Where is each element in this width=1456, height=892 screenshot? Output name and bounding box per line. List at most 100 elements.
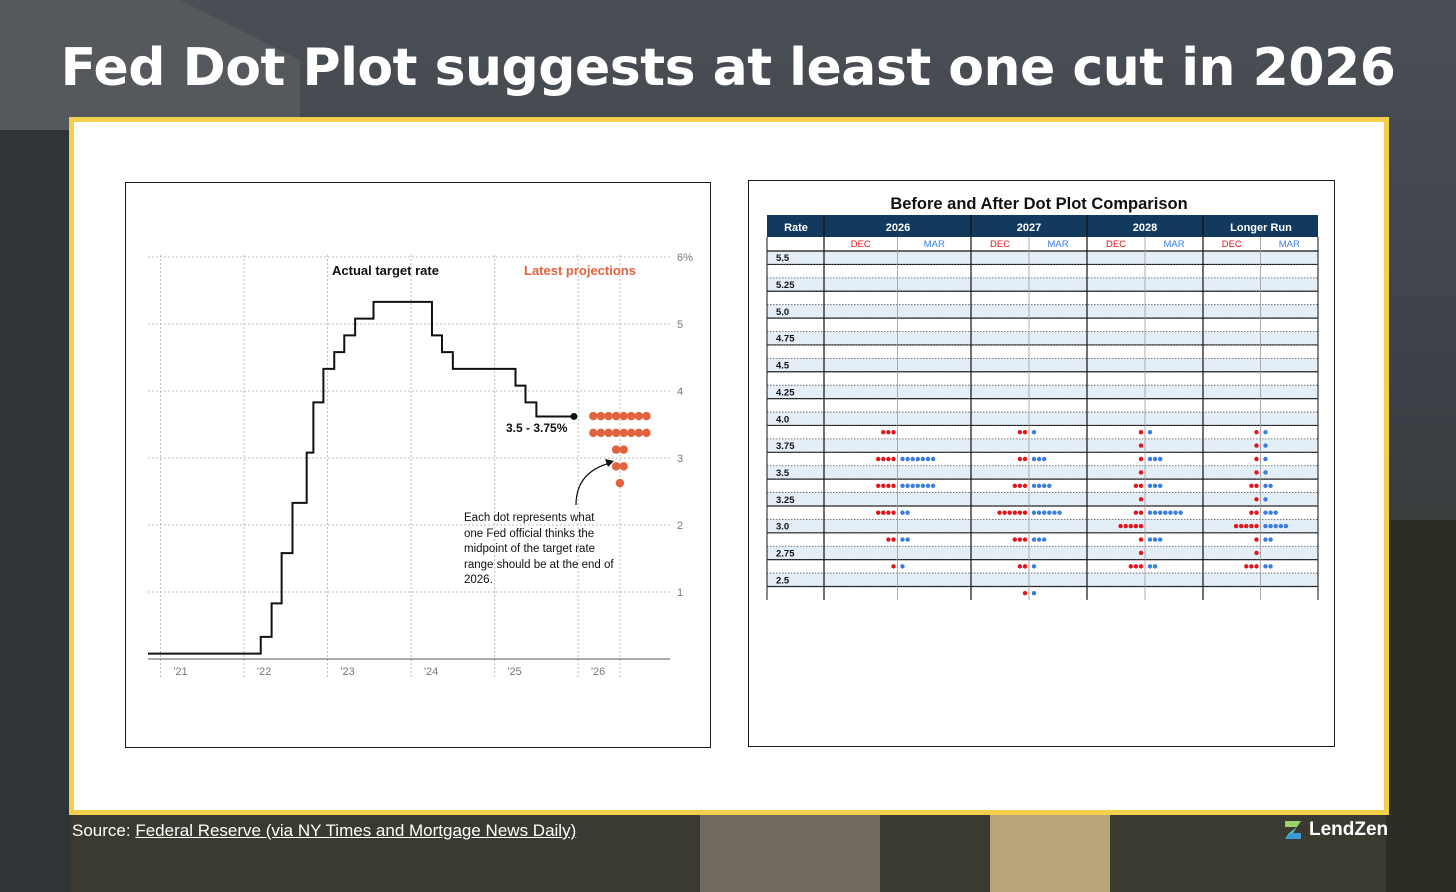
dot-plot-comparison-panel: Before and After Dot Plot Comparison Rat… xyxy=(748,180,1335,747)
dec-dot xyxy=(886,537,891,542)
mar-dot xyxy=(905,483,910,489)
x-tick-label: '24 xyxy=(424,666,438,678)
dec-dot xyxy=(1007,510,1012,515)
dec-dot xyxy=(1022,429,1028,435)
table-rows: 5.5 5.25 5.0 4.75 4.5 4.25 4.0 3.75 3.5 3.25 3.0 2.… xyxy=(767,250,1318,588)
mar-dot xyxy=(1158,456,1163,462)
dec-dot xyxy=(1002,510,1007,515)
dec-dot xyxy=(876,456,881,462)
source-link[interactable]: Federal Reserve (via NY Times and Mortga… xyxy=(135,821,577,840)
projection-dot xyxy=(642,428,651,438)
mar-dot xyxy=(900,456,905,462)
mar-dot xyxy=(1057,510,1062,515)
rate-row-band xyxy=(767,277,1318,292)
dec-dot xyxy=(876,483,881,489)
sub-label-dec: DEC xyxy=(1222,239,1242,250)
rate-row-band xyxy=(767,412,1318,426)
dec-dot xyxy=(1133,510,1139,515)
dec-dot xyxy=(1123,523,1128,529)
projection-dot xyxy=(604,428,613,438)
dec-dot xyxy=(1017,510,1023,515)
dec-dot xyxy=(997,510,1002,515)
dec-dot xyxy=(881,510,886,515)
dec-dot xyxy=(1249,483,1254,489)
mar-dot xyxy=(1147,510,1153,515)
projection-dot xyxy=(611,411,621,421)
rate-label: 3.0 xyxy=(776,522,789,533)
mar-dot xyxy=(1168,510,1173,515)
mar-dot xyxy=(920,483,926,489)
table-header: Rate 2026 2027 2028 Longer Run xyxy=(767,215,1318,237)
mar-dot xyxy=(1031,564,1037,569)
x-tick-label: '21 xyxy=(173,666,187,678)
rate-row-band xyxy=(767,492,1318,506)
rate-label: 4.75 xyxy=(776,334,795,345)
mar-dot xyxy=(1263,483,1268,489)
dec-dot xyxy=(876,510,881,515)
projection-dot xyxy=(619,445,628,454)
mar-dot xyxy=(1273,523,1278,529)
mar-dot xyxy=(1031,591,1037,596)
sub-label-mar: MAR xyxy=(1279,239,1300,250)
house-front xyxy=(990,812,1110,892)
rate-row-band xyxy=(767,465,1318,480)
dec-dot xyxy=(1022,564,1028,569)
mar-dot xyxy=(1152,510,1158,515)
dec-dot xyxy=(1138,510,1144,515)
projection-dot xyxy=(627,411,636,421)
page-title: Fed Dot Plot suggests at least one cut i… xyxy=(60,38,1396,98)
mar-dot xyxy=(1273,510,1278,515)
mar-dot xyxy=(1268,483,1273,489)
dec-dot xyxy=(1138,497,1144,502)
dec-dot xyxy=(1128,523,1133,529)
dec-dot xyxy=(881,429,886,435)
projection-dot xyxy=(619,411,628,421)
mar-dot xyxy=(1031,510,1037,515)
dec-dot xyxy=(1138,523,1144,529)
projection-dot xyxy=(611,445,621,454)
dec-dot xyxy=(1017,537,1023,542)
dec-dot xyxy=(1254,564,1259,569)
dec-dot xyxy=(1239,523,1244,529)
table-title: Before and After Dot Plot Comparison xyxy=(890,195,1187,213)
rate-label: 3.5 xyxy=(776,468,790,479)
x-tick-label: '26 xyxy=(591,666,605,678)
mar-dot xyxy=(1158,510,1163,515)
mar-dot xyxy=(1036,483,1042,489)
mar-dot xyxy=(930,483,936,489)
header-2028: 2028 xyxy=(1133,222,1157,234)
projection-dot xyxy=(589,428,598,438)
dec-dot xyxy=(881,483,886,489)
y-tick-label: 1 xyxy=(677,587,683,599)
house-siding xyxy=(0,130,70,892)
comparison-table: Before and After Dot Plot Comparison Rat… xyxy=(766,195,1319,600)
dec-dot xyxy=(891,564,896,569)
dec-dot xyxy=(891,537,896,542)
projection-dot xyxy=(596,411,606,421)
rate-row-band xyxy=(767,304,1318,319)
dec-mar-subheader: DEC MAR DEC MAR DEC MAR DEC MAR xyxy=(851,239,1300,250)
dec-dot xyxy=(1022,483,1028,489)
mar-dot xyxy=(1278,523,1283,529)
dec-dot xyxy=(886,483,891,489)
header-bar xyxy=(767,215,1318,237)
rate-label: 4.25 xyxy=(776,387,795,398)
brand-logo: LendZen xyxy=(1283,819,1388,841)
rate-chart-panel: '21 '22 '23 '24 '25 '26 6% 5 4 3 2 1 Actual target… xyxy=(125,182,711,748)
projection-dot xyxy=(619,462,628,471)
lendzen-logo-icon xyxy=(1285,821,1301,839)
dec-dot xyxy=(1233,523,1239,529)
projection-dot xyxy=(634,428,644,438)
mar-dot xyxy=(1263,564,1268,569)
dec-dot xyxy=(1138,483,1144,489)
sub-label-mar: MAR xyxy=(1047,239,1068,250)
dec-dot xyxy=(1138,429,1144,435)
table-dots xyxy=(876,429,1289,596)
projection-dot xyxy=(619,428,628,438)
mar-dot xyxy=(900,564,905,569)
projection-dot xyxy=(589,411,598,421)
dec-dot xyxy=(1017,456,1023,462)
rate-row-band xyxy=(767,519,1318,533)
dec-dot xyxy=(886,429,891,435)
